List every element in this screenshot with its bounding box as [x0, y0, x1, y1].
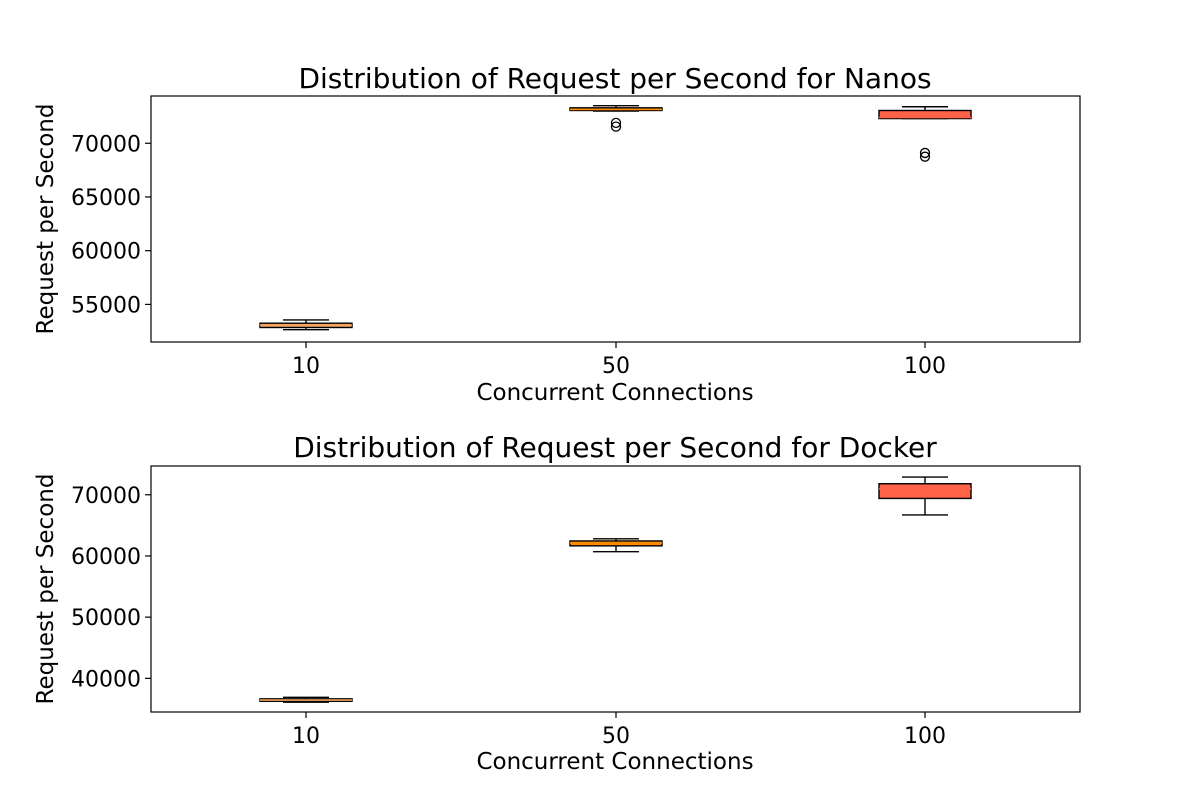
- docker-y-tick-label: 40000: [71, 667, 141, 692]
- nanos-x-tick-label: 50: [602, 354, 630, 379]
- docker-x-tick-label: 50: [602, 724, 630, 749]
- docker-y-tick-label: 50000: [71, 606, 141, 631]
- docker-y-axis-label: Request per Second: [33, 474, 59, 705]
- outlier-point: [919, 151, 931, 162]
- outlier-point: [610, 117, 622, 129]
- nanos-y-tick-label: 70000: [71, 132, 141, 157]
- nanos-y-tick-label: 55000: [71, 293, 141, 318]
- outlier-point: [919, 147, 931, 159]
- nanos-y-axis-label: Request per Second: [33, 104, 59, 335]
- nanos-boxes: [259, 104, 972, 331]
- docker-x-tick-label: 100: [904, 724, 946, 749]
- iqr-box: [878, 109, 972, 120]
- nanos-plot-frame: [150, 95, 1081, 343]
- docker-x-tick-label: 10: [292, 724, 320, 749]
- docker-y-tick-label: 60000: [71, 545, 141, 570]
- outlier-point: [610, 121, 622, 132]
- nanos-box-50: [569, 104, 663, 132]
- docker-box-10: [259, 696, 353, 703]
- iqr-box: [878, 483, 972, 500]
- nanos-box-100: [878, 106, 972, 162]
- docker-plot-frame: [150, 465, 1081, 713]
- nanos-x-tick-label: 10: [292, 354, 320, 379]
- nanos-box-10: [259, 319, 353, 331]
- docker-ticks: 40000 50000 60000 70000 10 50 100: [71, 484, 946, 749]
- nanos-x-tick-label: 100: [904, 354, 946, 379]
- docker-boxes: [259, 476, 972, 703]
- nanos-y-tick-label: 65000: [71, 186, 141, 211]
- docker-y-tick-label: 70000: [71, 484, 141, 509]
- docker-panel: Distribution of Request per Second for D…: [33, 431, 1081, 775]
- docker-x-axis-label: Concurrent Connections: [476, 749, 753, 775]
- nanos-chart-title: Distribution of Request per Second for N…: [298, 62, 931, 95]
- nanos-x-axis-label: Concurrent Connections: [476, 380, 753, 406]
- docker-box-50: [569, 538, 663, 553]
- nanos-y-tick-label: 60000: [71, 240, 141, 265]
- nanos-ticks: 55000 60000 65000 70000 10 50 100: [71, 132, 946, 379]
- nanos-panel: Distribution of Request per Second for N…: [33, 62, 1081, 406]
- docker-box-100: [878, 476, 972, 516]
- docker-chart-title: Distribution of Request per Second for D…: [293, 431, 937, 464]
